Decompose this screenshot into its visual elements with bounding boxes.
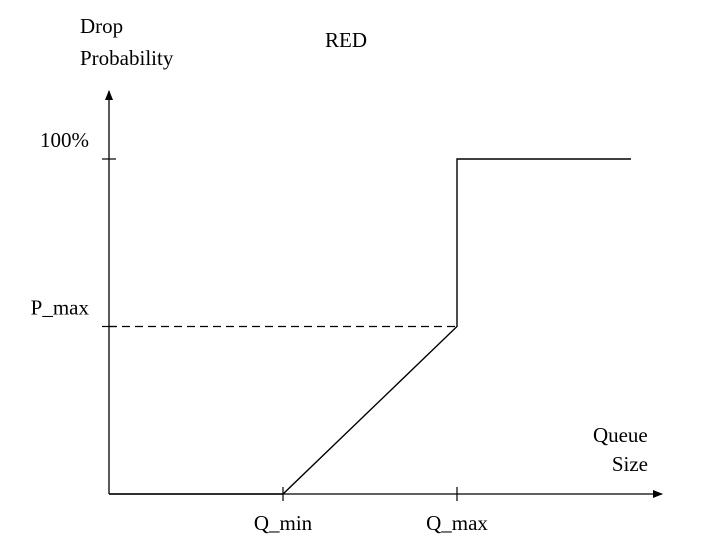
y-axis-label-line-2: Probability [80, 46, 174, 70]
y-axis-label-line-1: Drop [80, 14, 123, 38]
x-axis-label-line-2: Size [612, 452, 648, 476]
drop-probability-curve [109, 158, 631, 495]
x-tick-label-2: Q_max [426, 511, 488, 535]
y-tick-label-1: P_max [31, 296, 90, 320]
chart-title: RED [325, 28, 367, 52]
x-axis-label-line-1: Queue [593, 423, 648, 447]
series-lines [109, 158, 631, 495]
x-tick-label-1: Q_min [254, 511, 313, 535]
tick-marks [102, 158, 458, 501]
y-tick-label-2: 100% [40, 128, 89, 152]
y-axis-label: Drop Probability [80, 14, 174, 70]
tick-labels: P_max 100% Q_min Q_max [31, 128, 489, 535]
x-axis-label: Queue Size [593, 423, 653, 476]
